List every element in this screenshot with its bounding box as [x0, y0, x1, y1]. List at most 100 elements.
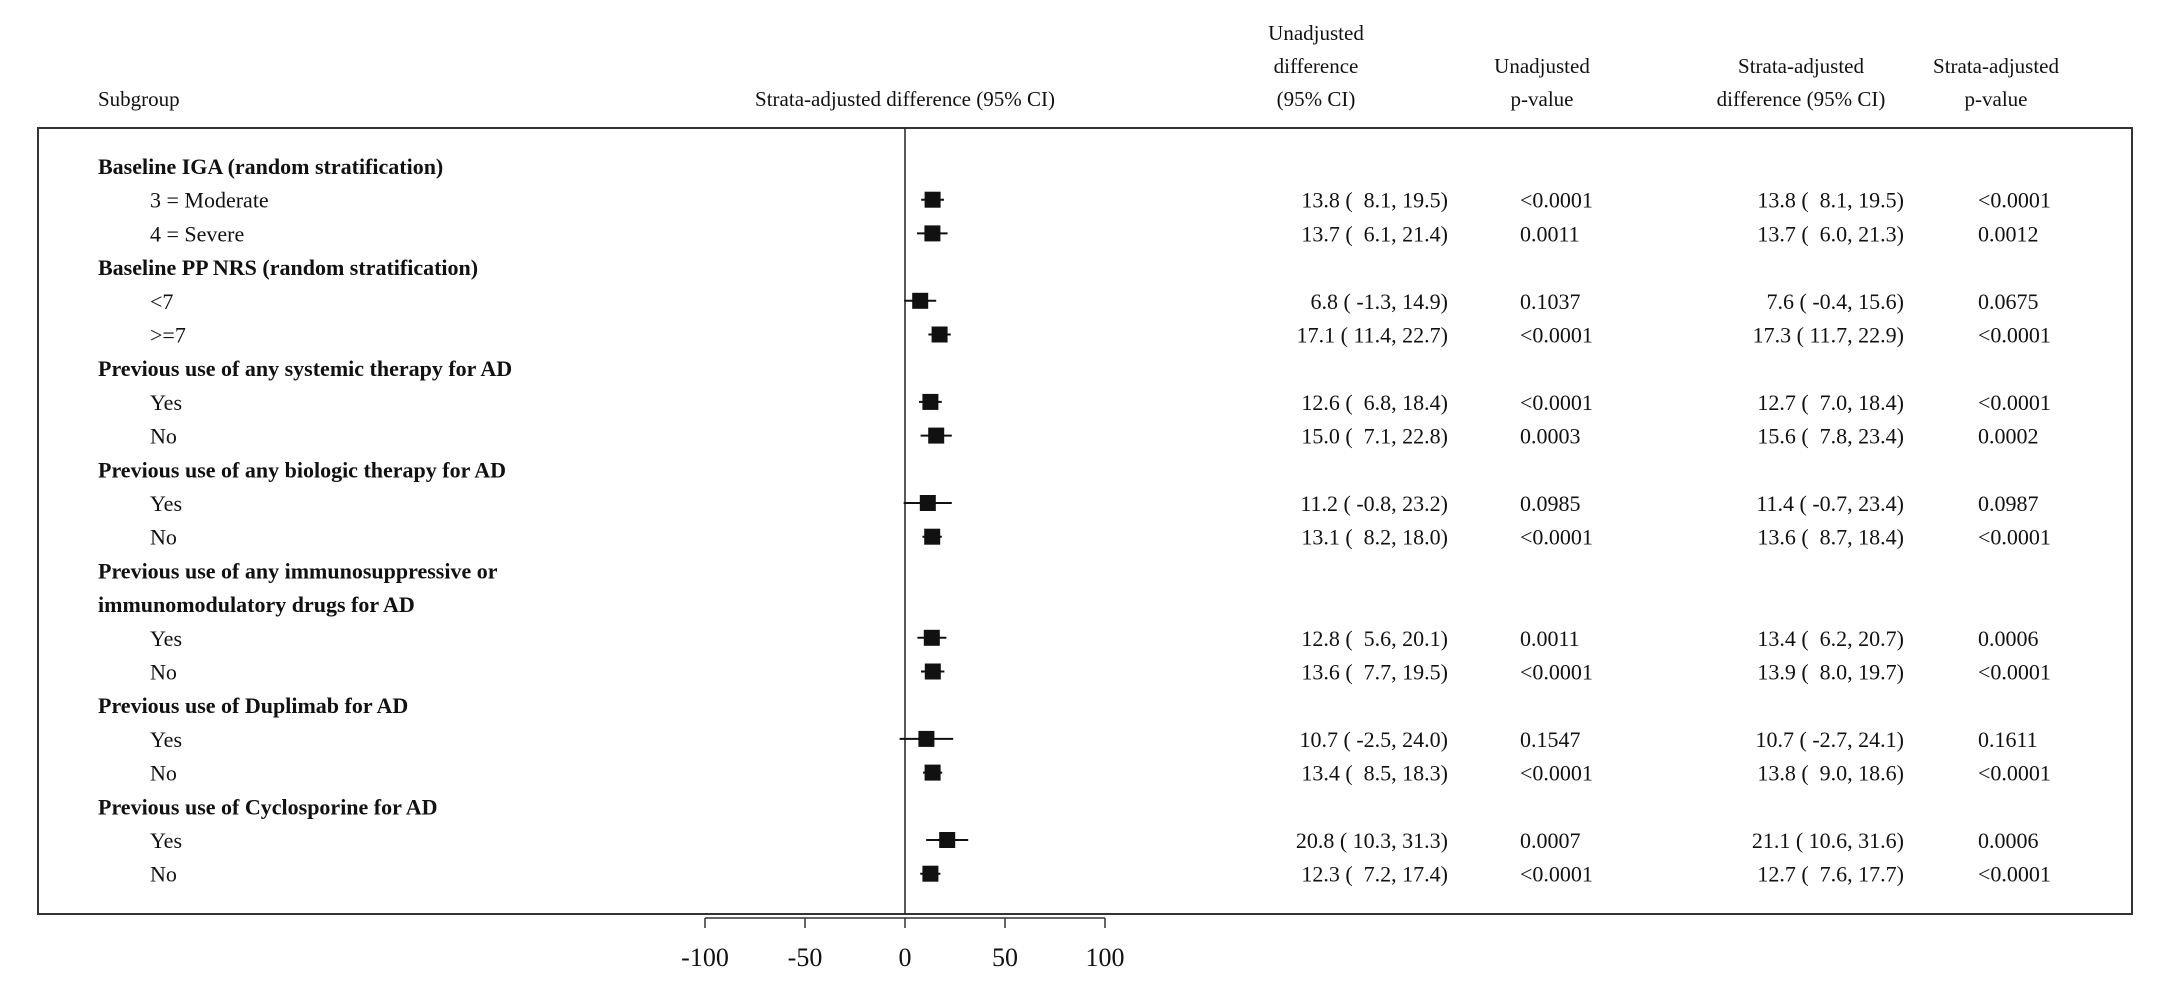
unadjusted-p-value: 0.0985 — [1520, 491, 1581, 516]
subgroup-label: No — [150, 525, 177, 550]
unadjusted-difference: 13.7 ( 6.1, 21.4) — [1301, 221, 1448, 246]
subgroup-label: 4 = Severe — [150, 221, 244, 246]
adjusted-p-value: <0.0001 — [1978, 390, 2051, 415]
subgroup-label: Yes — [150, 727, 182, 752]
column-headers: Subgroup Strata-adjusted difference (95%… — [98, 21, 2059, 111]
point-estimate — [922, 393, 939, 410]
x-tick-label: 0 — [899, 943, 912, 972]
point-estimate — [922, 865, 939, 882]
subgroup-label: No — [150, 660, 177, 685]
point-estimate — [939, 832, 956, 848]
unadjusted-difference: 12.3 ( 7.2, 17.4) — [1301, 862, 1448, 887]
header-subgroup: Subgroup — [98, 87, 180, 111]
subgroup-label: Yes — [150, 491, 182, 516]
adjusted-difference: 11.4 ( -0.7, 23.4) — [1756, 491, 1904, 516]
header-unadj-diff-line2: difference — [1274, 54, 1359, 78]
adjusted-p-value: 0.0012 — [1978, 221, 2039, 246]
unadjusted-difference: 6.8 ( -1.3, 14.9) — [1311, 289, 1448, 314]
point-estimate — [928, 427, 945, 444]
table-rows: Baseline IGA (random stratification) 3 = … — [98, 154, 2051, 887]
x-axis: -100 -50 0 50 100 — [681, 917, 1125, 972]
point-estimate — [931, 326, 948, 343]
unadjusted-difference: 15.0 ( 7.1, 22.8) — [1301, 424, 1448, 449]
point-estimate — [924, 225, 941, 242]
unadjusted-p-value: <0.0001 — [1520, 660, 1593, 685]
unadjusted-p-value: <0.0001 — [1520, 323, 1593, 348]
adjusted-difference: 13.7 ( 6.0, 21.3) — [1757, 221, 1904, 246]
adjusted-p-value: 0.0006 — [1978, 626, 2039, 651]
adjusted-p-value: 0.0675 — [1978, 289, 2039, 314]
adjusted-difference: 13.4 ( 6.2, 20.7) — [1757, 626, 1904, 651]
adjusted-difference: 13.8 ( 8.1, 19.5) — [1757, 188, 1904, 213]
unadjusted-difference: 12.8 ( 5.6, 20.1) — [1301, 626, 1448, 651]
adjusted-p-value: <0.0001 — [1978, 761, 2051, 786]
group-label: Baseline PP NRS (random stratification) — [98, 255, 478, 280]
group-label: immunomodulatory drugs for AD — [98, 592, 415, 617]
header-adj-p-line1: Strata-adjusted — [1933, 54, 2059, 78]
adjusted-difference: 12.7 ( 7.6, 17.7) — [1757, 862, 1904, 887]
x-tick-label: 50 — [992, 943, 1018, 972]
header-unadj-p-line1: Unadjusted — [1494, 54, 1590, 78]
adjusted-difference: 10.7 ( -2.7, 24.1) — [1756, 727, 1904, 752]
point-estimate — [919, 495, 936, 511]
point-estimate — [924, 191, 941, 208]
subgroup-label: 3 = Moderate — [150, 188, 269, 213]
adjusted-p-value: <0.0001 — [1978, 862, 2051, 887]
point-estimate — [924, 764, 941, 781]
header-unadj-p-line2: p-value — [1511, 87, 1574, 111]
adjusted-difference: 21.1 ( 10.6, 31.6) — [1752, 828, 1904, 853]
group-label: Previous use of any systemic therapy for… — [98, 356, 512, 381]
group-label: Previous use of Cyclosporine for AD — [98, 794, 438, 819]
group-label: Previous use of any biologic therapy for… — [98, 457, 506, 482]
subgroup-label: No — [150, 862, 177, 887]
adjusted-difference: 13.9 ( 8.0, 19.7) — [1757, 660, 1904, 685]
adjusted-difference: 13.8 ( 9.0, 18.6) — [1757, 761, 1904, 786]
subgroup-label: Yes — [150, 828, 182, 853]
group-label: Baseline IGA (random stratification) — [98, 154, 443, 179]
adjusted-difference: 12.7 ( 7.0, 18.4) — [1757, 390, 1904, 415]
header-plot: Strata-adjusted difference (95% CI) — [755, 87, 1055, 111]
group-label: Previous use of any immunosuppressive or — [98, 558, 498, 583]
unadjusted-difference: 13.1 ( 8.2, 18.0) — [1301, 525, 1448, 550]
x-tick-label: -100 — [681, 943, 729, 972]
unadjusted-difference: 13.4 ( 8.5, 18.3) — [1301, 761, 1448, 786]
unadjusted-difference: 17.1 ( 11.4, 22.7) — [1297, 323, 1448, 348]
unadjusted-p-value: <0.0001 — [1520, 188, 1593, 213]
unadjusted-p-value: 0.0007 — [1520, 828, 1581, 853]
x-tick-label: 100 — [1086, 943, 1125, 972]
adjusted-p-value: <0.0001 — [1978, 525, 2051, 550]
subgroup-label: <7 — [150, 289, 173, 314]
header-adj-diff-line2: difference (95% CI) — [1717, 87, 1886, 111]
subgroup-label: >=7 — [150, 323, 186, 348]
unadjusted-difference: 11.2 ( -0.8, 23.2) — [1300, 491, 1448, 516]
unadjusted-p-value: 0.0011 — [1520, 221, 1580, 246]
adjusted-difference: 15.6 ( 7.8, 23.4) — [1757, 424, 1904, 449]
point-estimate — [924, 663, 941, 680]
unadjusted-p-value: <0.0001 — [1520, 862, 1593, 887]
unadjusted-difference: 13.6 ( 7.7, 19.5) — [1301, 660, 1448, 685]
adjusted-p-value: 0.0987 — [1978, 491, 2039, 516]
unadjusted-p-value: <0.0001 — [1520, 390, 1593, 415]
unadjusted-p-value: <0.0001 — [1520, 525, 1593, 550]
adjusted-p-value: 0.0006 — [1978, 828, 2039, 853]
point-estimate — [924, 528, 941, 545]
unadjusted-difference: 10.7 ( -2.5, 24.0) — [1300, 727, 1448, 752]
unadjusted-difference: 12.6 ( 6.8, 18.4) — [1301, 390, 1448, 415]
unadjusted-p-value: 0.0011 — [1520, 626, 1580, 651]
unadjusted-p-value: 0.1037 — [1520, 289, 1581, 314]
unadjusted-p-value: 0.0003 — [1520, 424, 1581, 449]
group-label: Previous use of Duplimab for AD — [98, 693, 408, 718]
point-estimate — [918, 730, 935, 747]
adjusted-difference: 13.6 ( 8.7, 18.4) — [1757, 525, 1904, 550]
forest-marks — [899, 128, 969, 914]
subgroup-label: Yes — [150, 626, 182, 651]
adjusted-difference: 17.3 ( 11.7, 22.9) — [1753, 323, 1904, 348]
unadjusted-p-value: 0.1547 — [1520, 727, 1581, 752]
unadjusted-difference: 20.8 ( 10.3, 31.3) — [1296, 828, 1448, 853]
unadjusted-p-value: <0.0001 — [1520, 761, 1593, 786]
adjusted-p-value: <0.0001 — [1978, 660, 2051, 685]
point-estimate — [923, 629, 940, 646]
subgroup-label: No — [150, 424, 177, 449]
subgroup-label: Yes — [150, 390, 182, 415]
